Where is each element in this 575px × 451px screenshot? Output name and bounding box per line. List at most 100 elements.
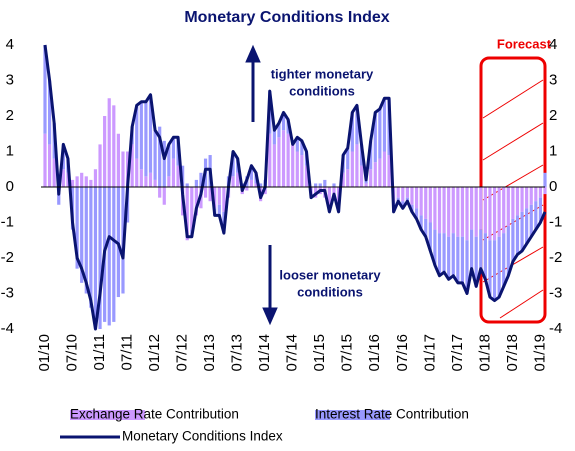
bar [410,187,414,205]
bar [346,169,350,187]
bar [281,112,286,131]
x-tick-label: 01/17 [421,334,438,372]
bar [424,187,428,219]
bar [194,187,198,216]
legend: Exchange Rate Contribution Interest Rate … [60,407,469,444]
bar [130,144,134,187]
bar [460,236,465,283]
bar [364,179,368,184]
bar [66,172,70,187]
bar [534,187,538,202]
bar [300,140,304,156]
bar [359,165,364,187]
bar [153,179,157,187]
bar [470,187,474,230]
x-tick-label: 07/10 [63,334,80,372]
bar [350,151,354,187]
bar [103,116,107,187]
chart-title: Monetary Conditions Index [184,9,389,26]
x-tick-label: 01/19 [531,334,548,372]
bar [291,144,295,187]
bar [75,176,79,187]
bar [373,112,377,163]
bar [135,105,139,159]
bar [176,165,180,187]
x-tick-label: 01/11 [91,334,108,370]
bar [387,155,391,187]
bar [139,169,143,187]
x-tick-label: 01/16 [366,334,383,372]
annotation: tighter monetary [271,66,374,81]
bar [148,172,153,187]
bar [543,172,547,187]
bar [488,240,492,298]
bar [534,201,538,230]
legend-swatch [70,410,145,420]
bar [89,187,93,308]
bar [525,187,529,209]
bar [451,187,455,234]
bar [506,226,510,276]
x-tick-label: 07/14 [284,334,301,372]
bar [249,179,254,187]
y2-tick-label: 4 [549,36,557,53]
legend-label: Monetary Conditions Index [122,429,283,444]
bar [70,179,75,187]
bar [286,133,290,187]
bar [272,144,276,187]
bar [185,187,189,241]
bar [405,187,409,198]
bar [474,187,478,237]
bar [396,187,400,198]
bar [442,233,446,273]
bar [382,98,387,152]
bar [378,158,382,187]
bar [254,183,258,187]
bar [419,187,423,216]
bar [396,197,400,202]
bar [121,151,125,187]
bar [107,187,111,326]
bar [515,215,520,255]
x-tick-label: 07/17 [449,334,466,372]
x-tick-label: 07/15 [339,334,356,372]
bar [424,218,428,237]
bar [144,176,148,187]
bar [341,172,345,187]
bar [52,158,56,187]
bar [236,172,240,187]
bar [171,158,176,187]
bar [492,240,497,301]
bar [543,187,547,195]
bar [139,101,143,170]
bar [405,197,409,202]
bar [529,187,533,205]
bar [520,187,524,212]
y-tick-label: 3 [6,71,14,88]
bar [433,187,437,230]
y2-tick-label: -3 [549,284,562,301]
bar [158,187,162,198]
bar [43,45,47,134]
bar [203,187,208,198]
bar [217,187,221,205]
bar [47,144,52,187]
bar [84,176,88,187]
bar [199,172,203,187]
bar [451,233,455,276]
x-tick-label: 07/18 [504,334,521,372]
bar [538,197,543,223]
bar [281,130,286,187]
bar [116,133,120,187]
x-tick-label: 01/18 [476,334,493,372]
bar [277,123,281,138]
bar [378,108,382,159]
x-tick-label: 07/12 [174,334,191,372]
bar [300,155,304,187]
bar [258,183,263,187]
bar [162,140,166,187]
bar [158,126,162,187]
bar [272,130,276,145]
bar [511,218,515,262]
bar [112,105,116,187]
